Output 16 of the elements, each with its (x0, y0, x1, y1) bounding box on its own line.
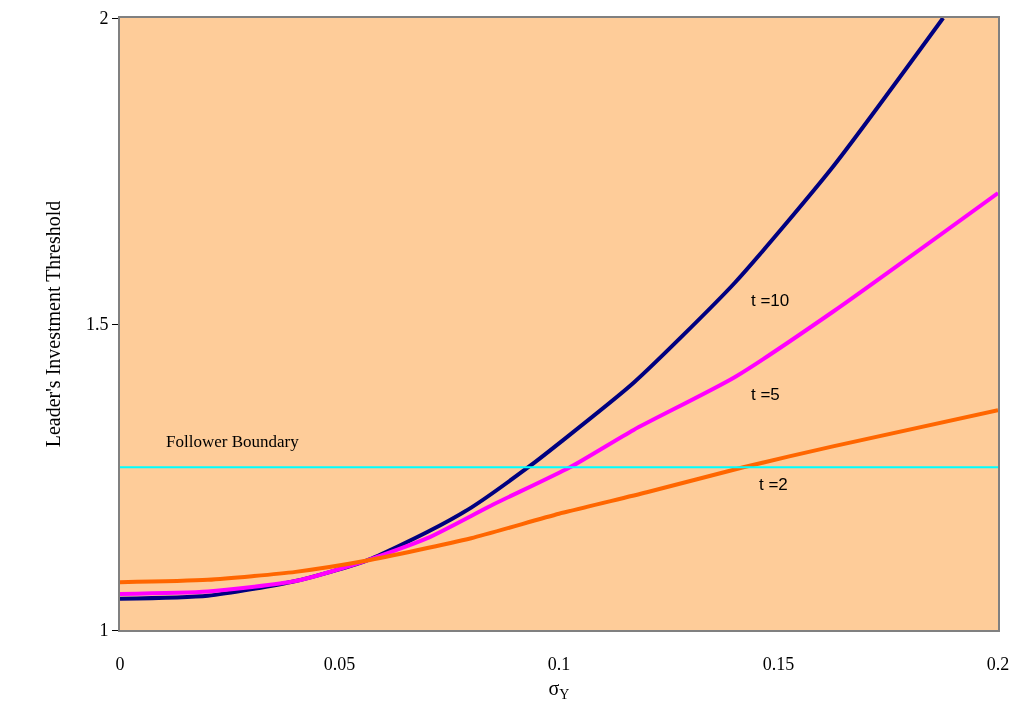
x-tick-label: 0.05 (323, 653, 356, 674)
x-axis-title: σ$_{Y}$ (548, 676, 570, 702)
x-tick-label: 0.2 (986, 653, 1010, 674)
series-label: t =2 (759, 475, 788, 494)
x-tick-label: 0.1 (547, 653, 571, 674)
line-series (120, 191, 998, 596)
x-tick-label: 0 (115, 653, 125, 674)
y-tick-label: 1.5 (85, 314, 109, 335)
series-label: t =10 (751, 291, 790, 310)
line-series (120, 408, 998, 585)
y-tick-label: 2 (99, 8, 109, 29)
ref-line-label: Follower Boundary (166, 432, 300, 451)
y-axis-title: Leader's Investment Threshold (41, 200, 64, 448)
series-label: t =5 (751, 385, 780, 404)
x-tick-label: 0.15 (762, 653, 795, 674)
y-tick-label: 1 (99, 620, 109, 641)
